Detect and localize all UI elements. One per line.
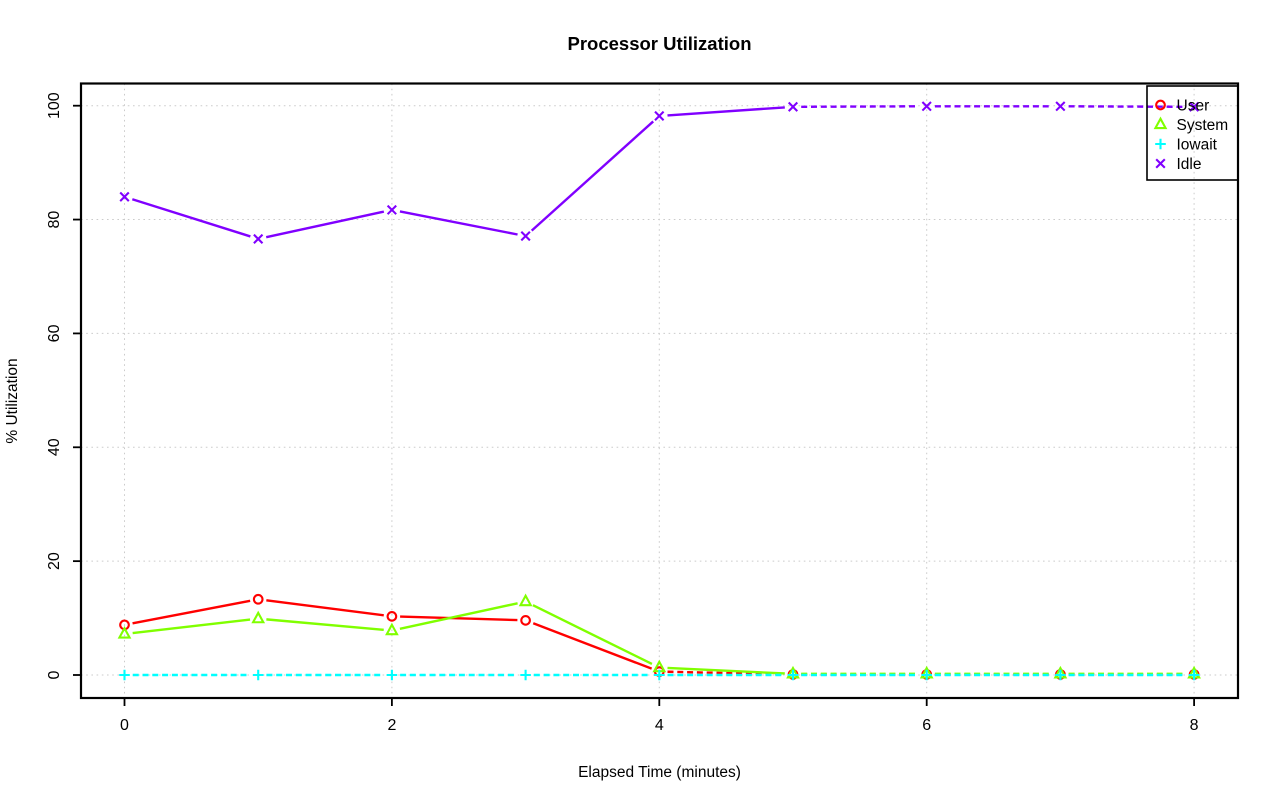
marker-system-triangle-icon [385, 622, 399, 636]
x-axis-label: Elapsed Time (minutes) [578, 764, 741, 781]
y-axis-tick-label: 60 [46, 324, 63, 342]
marker-iowait-plus-icon [1055, 669, 1066, 681]
line-segment-user [266, 599, 384, 617]
legend: User System Iowait Idle [1146, 85, 1239, 181]
series-idle [119, 101, 1200, 244]
marker-idle-x-icon [119, 191, 130, 202]
x-axis-tick-label: 6 [922, 717, 931, 734]
chart-title: Processor Utilization [567, 33, 751, 54]
legend-user-circle-icon [1155, 99, 1166, 111]
y-axis-tick-label: 40 [46, 438, 63, 456]
legend-iowait-plus-icon [1155, 138, 1166, 150]
marker-iowait-plus-icon [787, 669, 799, 681]
legend-idle-x-icon [1155, 158, 1166, 169]
marker-iowait-plus-icon [119, 669, 130, 681]
marker-idle-x-icon [253, 233, 264, 244]
marker-idle-x-icon [1055, 101, 1066, 112]
marker-iowait-plus-icon [520, 669, 531, 681]
y-axis-tick-label: 80 [46, 211, 63, 229]
x-axis-tick-label: 8 [1190, 717, 1199, 734]
marker-idle-x-icon [386, 204, 397, 215]
marker-iowait-plus-icon [386, 669, 398, 681]
y-axis-tick-label: 20 [46, 552, 63, 570]
marker-idle-x-icon [787, 101, 799, 112]
line-segment-idle [667, 106, 785, 117]
line-segment-user [532, 622, 653, 670]
marker-iowait-plus-icon [252, 669, 264, 681]
line-segment-system [532, 604, 653, 666]
marker-idle-x-icon [921, 101, 932, 112]
x-axis-tick-label: 0 [120, 717, 129, 734]
marker-idle-x-icon [520, 231, 531, 242]
marker-iowait-plus-icon [921, 669, 932, 681]
x-axis-tick-label: 4 [655, 717, 664, 734]
line-segment-system [667, 666, 785, 675]
line-segment-idle [530, 120, 655, 232]
marker-idle-x-icon [1189, 101, 1200, 112]
y-axis-label: % Utilization [4, 358, 21, 443]
legend-system-triangle-icon [1153, 116, 1168, 130]
marker-user-circle-icon [520, 614, 531, 626]
legend-label-iowait: Iowait [1177, 136, 1218, 153]
series-system [117, 593, 1201, 679]
line-segment-idle [265, 210, 385, 239]
line-segment-idle [399, 210, 518, 236]
series-iowait [119, 669, 1200, 681]
series-group [117, 101, 1201, 681]
line-segment-idle [131, 198, 251, 238]
legend-label-user: User [1177, 97, 1210, 114]
y-axis-tick-label: 0 [46, 670, 63, 679]
legend-box [1146, 85, 1239, 181]
marker-iowait-plus-icon [654, 669, 665, 681]
y-axis-tick-label: 100 [46, 92, 63, 119]
marker-iowait-plus-icon [1188, 669, 1200, 681]
line-segment-system [266, 618, 384, 632]
marker-user-circle-icon [252, 593, 264, 605]
marker-system-triangle-icon [251, 610, 266, 624]
marker-idle-x-icon [654, 110, 665, 121]
line-segment-system [132, 618, 251, 635]
legend-label-idle: Idle [1177, 156, 1202, 173]
x-axis-tick-label: 2 [387, 717, 396, 734]
line-segment-user [400, 615, 518, 622]
marker-system-triangle-icon [518, 593, 533, 607]
line-segment-system [399, 602, 518, 631]
line-segment-user [132, 599, 251, 625]
marker-system-triangle-icon [117, 626, 132, 639]
legend-label-system: System [1177, 117, 1229, 134]
marker-user-circle-icon [386, 611, 398, 622]
